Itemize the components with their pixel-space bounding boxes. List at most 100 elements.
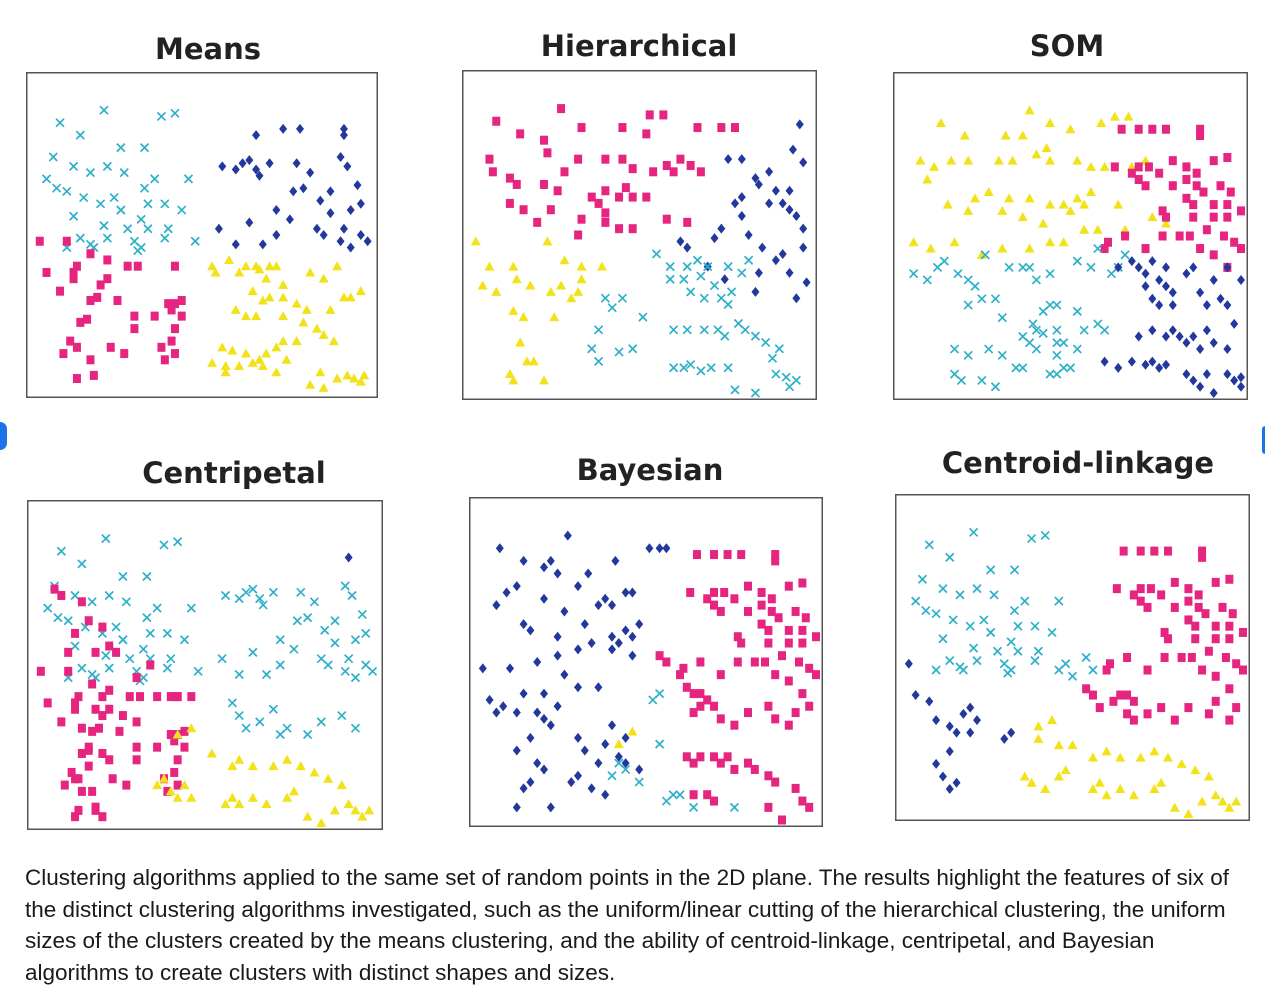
data-point-diamond: [1223, 300, 1232, 311]
data-point-diamond: [720, 274, 729, 285]
data-point-triangle: [997, 205, 1008, 215]
data-point-diamond: [567, 777, 576, 788]
data-point-square: [67, 767, 76, 777]
data-point-x: [68, 161, 79, 171]
data-point-triangle: [179, 780, 190, 790]
data-point-diamond: [1202, 369, 1211, 380]
data-point-square: [1196, 131, 1205, 141]
data-point-x: [1018, 363, 1028, 373]
data-point-square: [1109, 696, 1118, 706]
data-point-square: [767, 606, 776, 616]
data-point-square: [1237, 206, 1245, 216]
data-point-x: [977, 294, 987, 304]
data-point-x: [1120, 250, 1130, 260]
data-point-square: [764, 638, 773, 648]
data-point-triangle: [318, 382, 329, 392]
data-point-triangle: [1007, 155, 1018, 165]
data-point-square: [1082, 684, 1091, 694]
data-point-square: [74, 692, 83, 702]
data-point-x: [116, 205, 126, 215]
data-point-diamond: [1161, 262, 1170, 273]
data-point-square: [1182, 162, 1191, 172]
plot-frame: [462, 70, 817, 400]
data-point-x: [104, 590, 114, 601]
data-point-square: [105, 641, 114, 651]
panel-title-centroid-linkage: Centroid-linkage: [941, 446, 1215, 480]
data-point-x: [302, 729, 313, 740]
data-point-triangle: [521, 356, 532, 366]
data-point-triangle: [542, 236, 553, 246]
data-point-x: [990, 294, 1001, 304]
data-point-square: [1184, 584, 1193, 594]
data-point-square: [153, 692, 162, 702]
data-point-diamond: [1196, 381, 1205, 392]
data-point-x: [350, 723, 361, 733]
data-point-square: [669, 167, 678, 177]
data-point-triangle: [1060, 765, 1071, 775]
data-point-square: [805, 802, 814, 812]
data-point-x: [979, 615, 989, 625]
data-point-square: [533, 217, 542, 227]
data-point-square: [91, 647, 100, 657]
data-point-x: [173, 537, 183, 547]
data-point-triangle: [305, 379, 316, 389]
data-point-x: [292, 616, 302, 626]
data-point-x: [85, 167, 96, 178]
data-point-x: [686, 359, 696, 370]
data-point-x: [654, 688, 665, 699]
data-point-x: [241, 587, 251, 597]
data-point-square: [166, 730, 175, 740]
data-point-square: [1228, 609, 1237, 619]
data-point-x: [1031, 344, 1042, 354]
data-point-x: [160, 233, 170, 243]
data-point-square: [1209, 200, 1218, 210]
data-point-diamond: [751, 173, 760, 184]
data-point-x: [750, 388, 761, 398]
data-point-square: [36, 666, 45, 676]
data-point-diamond: [506, 663, 514, 674]
data-point-square: [764, 701, 773, 711]
data-point-triangle: [915, 155, 926, 165]
data-point-square: [64, 647, 73, 657]
data-point-x: [1028, 319, 1038, 329]
data-point-x: [1086, 262, 1096, 273]
data-point-square: [132, 717, 141, 727]
data-point-x: [956, 375, 966, 386]
data-point-square: [130, 324, 139, 334]
data-point-diamond: [1189, 375, 1198, 386]
data-point-square: [1106, 659, 1115, 669]
data-point-x: [1040, 530, 1050, 541]
data-point-square: [771, 670, 780, 680]
data-point-triangle: [343, 799, 354, 809]
data-point-x: [980, 250, 990, 260]
data-point-square: [64, 666, 73, 676]
data-point-x: [1013, 646, 1023, 656]
data-point-x: [730, 385, 740, 395]
data-point-square: [1209, 250, 1218, 260]
data-point-diamond: [540, 593, 548, 604]
data-point-square: [1129, 715, 1138, 725]
data-point-x: [939, 256, 949, 266]
figure-caption: Clustering algorithms applied to the sam…: [25, 865, 1230, 985]
data-point-triangle: [1128, 790, 1139, 800]
data-point-x: [668, 325, 679, 335]
data-point-triangle: [1224, 802, 1235, 812]
data-point-diamond: [1182, 337, 1191, 348]
data-point-x: [234, 710, 244, 721]
data-point-diamond: [1161, 281, 1170, 292]
data-point-x: [593, 356, 604, 367]
data-point-diamond: [973, 715, 982, 726]
data-point-square: [1119, 546, 1128, 556]
data-point-diamond: [594, 758, 603, 769]
data-point-square: [1182, 193, 1191, 203]
data-point-triangle: [627, 726, 638, 736]
data-point-x: [241, 723, 251, 733]
data-point-square: [723, 752, 732, 762]
data-point-triangle: [1087, 752, 1098, 762]
data-point-x: [1052, 300, 1062, 310]
data-point-triangle: [220, 367, 231, 377]
data-point-diamond: [676, 236, 685, 247]
data-point-square: [750, 764, 759, 774]
data-point-square: [93, 292, 102, 302]
data-point-x: [699, 325, 709, 335]
